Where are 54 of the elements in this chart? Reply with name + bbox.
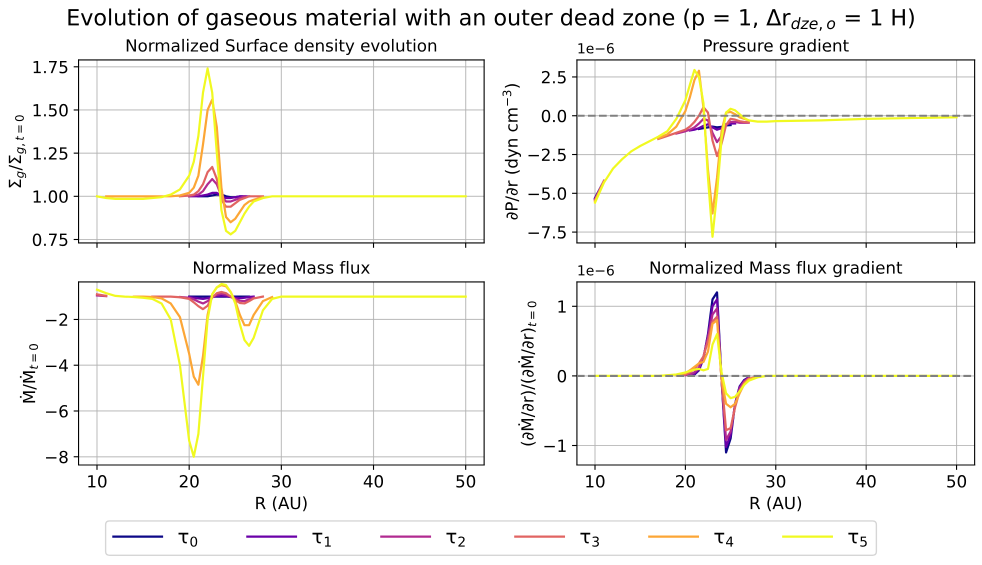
y-axis-title: (∂Ṁ/∂r)/(∂Ṁ/∂r)$_{t=0}$ bbox=[518, 301, 536, 446]
line-series bbox=[105, 98, 264, 224]
line-series bbox=[684, 307, 750, 442]
x-axis-title: R (AU) bbox=[256, 496, 307, 512]
line-series bbox=[132, 284, 274, 386]
x-tick-label: 40 bbox=[364, 475, 384, 488]
x-tick-label: 20 bbox=[676, 475, 695, 488]
y-axis-title: Σ$_{g}$/Σ$_{g,t=0}$ bbox=[8, 115, 26, 188]
legend-label: τ$_{1}$ bbox=[312, 532, 331, 547]
y-tick-label: 1.50 bbox=[34, 104, 68, 117]
y-tick-label: −8 bbox=[46, 450, 68, 464]
legend-label: τ$_{2}$ bbox=[446, 532, 465, 547]
line-series bbox=[188, 178, 246, 203]
legend-label: τ$_{5}$ bbox=[848, 532, 867, 547]
y-tick-label: 0 bbox=[558, 370, 566, 382]
x-tick-label: 50 bbox=[947, 475, 966, 488]
text: 1e−6 bbox=[578, 43, 614, 54]
y-tick-label: 0.0 bbox=[542, 110, 566, 122]
y-axis-title: ∂P/∂r (dyn cm$^{−3}$) bbox=[502, 84, 522, 220]
text: Evolution of gaseous material with an outer dead zone (p = 1, Δr$_{dze,o}$ = 1 H) bbox=[68, 8, 914, 31]
y-tick-label: −1 bbox=[544, 440, 566, 452]
x-tick-label: 20 bbox=[180, 475, 199, 488]
x-tick-label: 40 bbox=[856, 475, 876, 488]
legend-label: τ$_{3}$ bbox=[580, 532, 599, 547]
line-series bbox=[96, 67, 467, 236]
line-series bbox=[178, 166, 264, 208]
y-tick-label: −4 bbox=[46, 359, 68, 372]
chart-title: Normalized Mass flux gradient bbox=[650, 260, 902, 278]
y-tick-label: −7.5 bbox=[528, 226, 566, 239]
x-tick-label: 30 bbox=[272, 475, 291, 488]
legend-label: τ$_{4}$ bbox=[714, 532, 734, 547]
y-tick-label: 2.5 bbox=[542, 70, 566, 84]
line-series bbox=[594, 68, 958, 238]
legend-label: τ$_{0}$ bbox=[178, 532, 198, 547]
y-tick-label: 1 bbox=[558, 300, 566, 313]
y-axis-title: Ṁ/Ṁ$_{t=0}$ bbox=[20, 344, 38, 402]
chart-title: Normalized Surface density evolution bbox=[126, 38, 436, 56]
x-tick-label: 10 bbox=[88, 475, 106, 488]
x-tick-label: 50 bbox=[456, 475, 476, 488]
y-tick-label: −6 bbox=[46, 404, 68, 418]
x-tick-label: 30 bbox=[766, 475, 786, 488]
y-tick-label: 1.00 bbox=[34, 190, 68, 203]
y-tick-label: 0.75 bbox=[32, 233, 68, 246]
y-tick-label: −2 bbox=[46, 313, 68, 326]
x-tick-label: 10 bbox=[586, 475, 604, 488]
chart-title: Pressure gradient bbox=[704, 38, 849, 56]
x-axis-title: R (AU) bbox=[750, 496, 802, 512]
y-tick-label: −2.5 bbox=[528, 148, 566, 162]
chart-title: Normalized Mass flux bbox=[194, 260, 370, 274]
y-tick-label: 1.25 bbox=[34, 147, 68, 160]
y-tick-label: 1.75 bbox=[34, 60, 68, 74]
y-tick-label: −5.0 bbox=[528, 187, 566, 200]
line-series bbox=[96, 282, 467, 458]
text: 1e−6 bbox=[578, 265, 614, 276]
